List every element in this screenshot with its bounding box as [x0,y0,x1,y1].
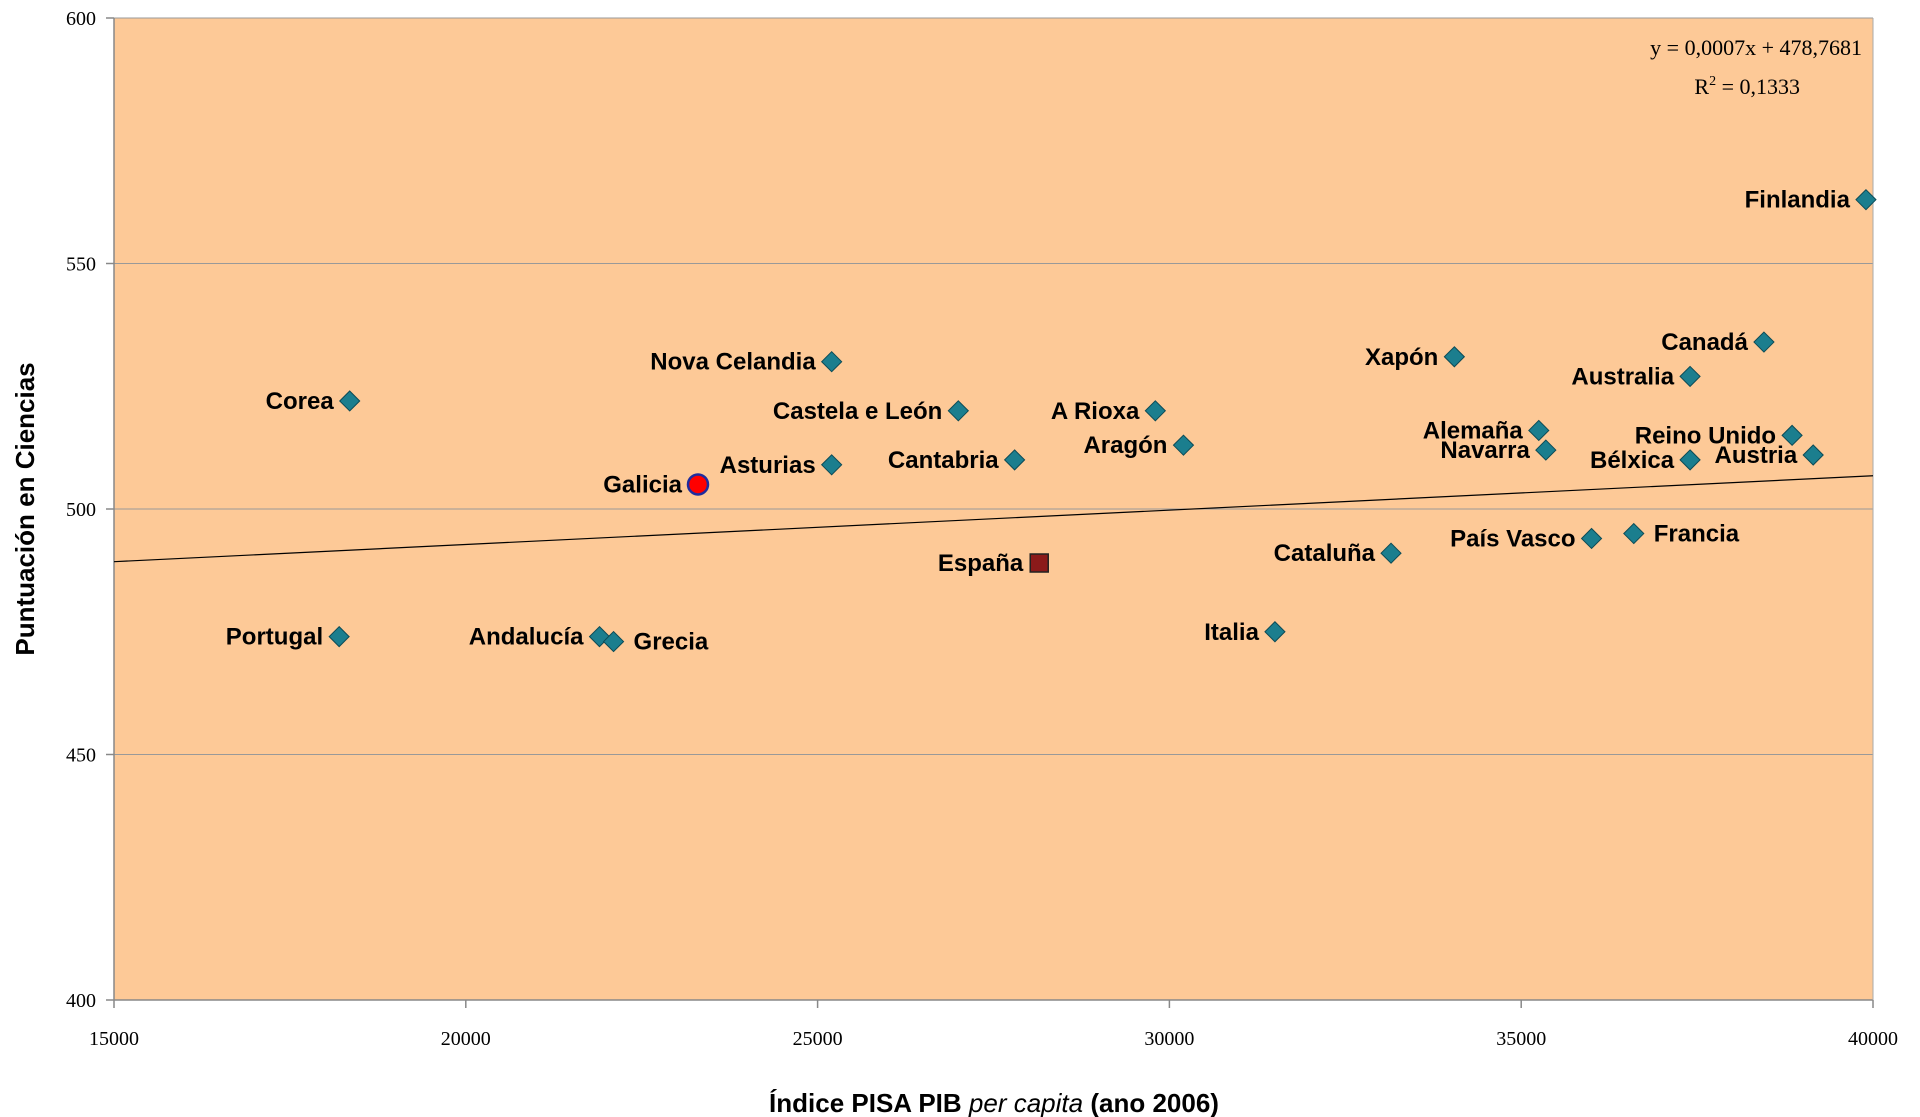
x-tick-label: 25000 [793,1028,843,1050]
point-marker [686,473,710,496]
x-tick-labels: 15000 20000 25000 30000 35000 40000 [89,1028,1898,1050]
y-tick-label: 550 [66,254,96,276]
gridlines [114,17,1873,755]
point-marker [820,454,843,476]
point-marker [338,390,361,412]
y-axis-title: Puntuación en Ciencias [10,362,40,655]
point-label: Nova Celandia [650,349,816,376]
x-tick-label: 30000 [1144,1028,1194,1050]
point-label: Finlandia [1745,187,1851,214]
point-label: Reino Unido [1635,422,1776,449]
point-marker [1264,621,1286,643]
point-label: Xapón [1365,344,1438,371]
x-axis-title: Índice PISA PIB per capita (ano 2006) [769,1088,1219,1117]
point-marker [328,625,350,648]
axes [106,17,1874,1008]
point-label: País Vasco [1450,525,1575,552]
point-label: Andalucía [469,624,584,651]
point-label: Italia [1204,619,1259,646]
point-label: Corea [266,388,335,415]
point-label: España [938,550,1024,577]
data-markers [328,188,1877,653]
point-label: Castela e León [773,398,942,425]
point-marker [602,630,625,653]
y-tick-label: 450 [66,745,96,767]
x-tick-label: 20000 [441,1028,491,1050]
x-tick-label: 15000 [89,1028,139,1050]
point-label: Cataluña [1274,540,1376,567]
point-marker [1029,553,1049,573]
point-label: Australia [1571,363,1674,390]
point-label: Canadá [1661,329,1748,356]
point-marker [1535,439,1557,461]
point-label: A Rioxa [1051,398,1140,425]
point-marker [1623,522,1645,545]
y-tick-label: 500 [66,499,96,521]
point-label: Grecia [634,629,709,656]
trendline-equation: y = 0,0007x + 478,7681 [1650,35,1862,60]
point-marker [1172,434,1195,456]
point-marker [1753,331,1775,353]
point-label: Francia [1654,521,1740,548]
trendline [113,475,1874,563]
point-marker [1144,400,1167,422]
point-marker [820,350,843,373]
point-marker [1003,449,1026,471]
y-tick-label: 600 [66,8,96,30]
point-marker [1443,346,1466,368]
point-label: Portugal [226,624,323,651]
point-label: Austria [1715,442,1798,469]
point-marker [1528,419,1550,442]
y-tick-labels: 400 450 500 550 600 [66,8,96,1012]
point-marker [1380,542,1402,564]
x-tick-label: 35000 [1496,1028,1546,1050]
x-tick-label: 40000 [1848,1028,1898,1050]
point-marker [1855,188,1877,211]
point-marker [947,400,970,422]
r-squared-label: R2 = 0,1333 [1694,74,1800,99]
point-marker [1802,444,1824,466]
y-tick-label: 400 [66,990,96,1012]
point-label: Asturias [720,452,816,479]
point-label: Alemaña [1423,417,1524,444]
point-label: Cantabria [888,447,999,474]
point-marker [1781,424,1803,447]
point-marker [1580,527,1603,550]
point-marker [1679,449,1701,471]
point-label: Galicia [603,471,682,498]
point-marker [1679,365,1701,388]
point-label: Navarra [1440,437,1530,464]
data-labels: Finlandia Canadá Xapón Nova Celandia Austral… [226,187,1851,656]
point-label: Bélxica [1590,447,1675,474]
point-label: Aragón [1083,432,1167,459]
